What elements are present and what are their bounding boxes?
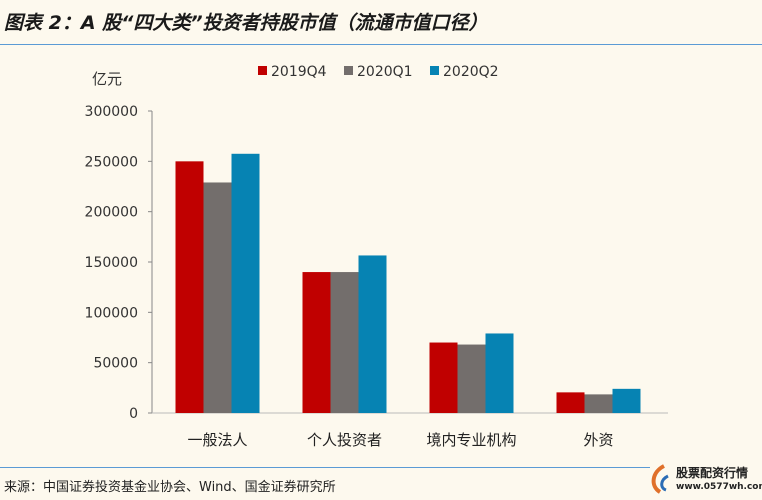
bar-2019Q4-一般法人 — [175, 161, 204, 413]
bar-2019Q4-外资 — [556, 392, 585, 413]
watermark-brand: 股票配资行情 — [676, 466, 749, 480]
bar-2020Q1-个人投资者 — [330, 272, 359, 413]
title-divider — [0, 44, 762, 45]
y-tick-label: 0 — [129, 406, 138, 422]
legend-swatch-2020Q1 — [344, 66, 353, 75]
y-axis-label: 亿元 — [92, 70, 122, 88]
bar-2020Q1-一般法人 — [203, 182, 232, 413]
logo-swirl-icon — [651, 464, 669, 494]
bar-2020Q2-境内专业机构 — [485, 333, 514, 413]
y-tick-label: 250000 — [85, 154, 138, 170]
legend-label: 2020Q1 — [357, 64, 413, 80]
bar-2019Q4-境内专业机构 — [429, 342, 458, 413]
legend-label: 2019Q4 — [271, 64, 327, 80]
y-tick-label: 300000 — [85, 104, 138, 120]
footer-divider — [0, 467, 650, 468]
bar-2020Q1-境内专业机构 — [457, 344, 486, 413]
legend-swatch-2019Q4 — [258, 66, 267, 75]
y-tick-label: 200000 — [85, 205, 138, 221]
y-tick-label: 50000 — [93, 356, 138, 372]
watermark-url: www.0577wh.com — [676, 482, 762, 492]
bar-2020Q2-个人投资者 — [358, 255, 387, 413]
y-tick-label: 100000 — [85, 305, 138, 321]
x-tick-label: 一般法人 — [187, 431, 247, 449]
x-tick-label: 个人投资者 — [307, 431, 382, 449]
legend-swatch-2020Q2 — [430, 66, 439, 75]
bar-2020Q2-外资 — [612, 388, 641, 413]
bar-chart: 0 50000 100000 150000 200000 250000 300000 亿元一般… — [85, 64, 668, 449]
x-tick-label: 外资 — [583, 431, 613, 449]
bar-2020Q1-外资 — [584, 394, 613, 413]
bar-2020Q2-一般法人 — [231, 153, 260, 414]
legend-label: 2020Q2 — [443, 64, 499, 80]
watermark-logo: 股票配资行情 www.0577wh.com — [648, 462, 762, 500]
source-note: 来源：中国证券投资基金业协会、Wind、国金证券研究所 — [4, 480, 336, 495]
x-tick-label: 境内专业机构 — [426, 431, 516, 449]
figure-title: 图表 2：A 股“四大类”投资者持股市值（流通市值口径） — [4, 12, 488, 34]
y-tick-label: 150000 — [85, 255, 138, 271]
bar-2019Q4-个人投资者 — [302, 272, 331, 413]
